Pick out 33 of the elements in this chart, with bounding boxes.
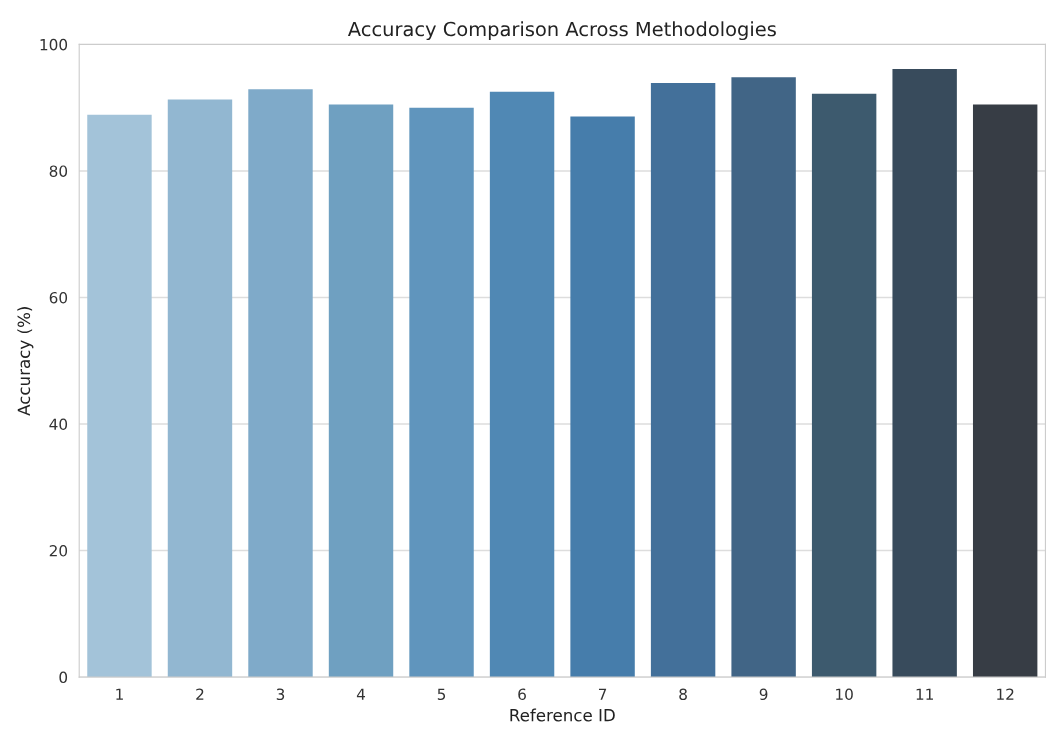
x-tick-label: 8 bbox=[679, 688, 687, 701]
bar bbox=[972, 104, 1038, 678]
x-tick-label: 5 bbox=[437, 688, 446, 701]
x-tick-label: 10 bbox=[836, 688, 853, 701]
y-tick-label: 100 bbox=[40, 38, 68, 51]
chart-title: Accuracy Comparison Across Methodologies bbox=[347, 21, 776, 41]
x-tick-label: 4 bbox=[356, 688, 366, 700]
bar bbox=[892, 69, 957, 678]
y-tick-label: 60 bbox=[49, 291, 68, 304]
y-tick-label: 20 bbox=[49, 545, 68, 557]
y-axis-title: Accuracy (%) bbox=[17, 307, 34, 416]
bar bbox=[650, 82, 716, 678]
x-axis-title: Reference ID bbox=[510, 708, 615, 722]
x-tick-label: 11 bbox=[916, 688, 933, 700]
y-tick-label: 0 bbox=[59, 671, 68, 684]
x-tick-label: 12 bbox=[997, 688, 1014, 700]
x-tick-label: 6 bbox=[518, 688, 526, 701]
x-tick-label: 1 bbox=[116, 688, 123, 700]
x-tick-label: 3 bbox=[276, 688, 285, 701]
bar bbox=[811, 93, 877, 678]
y-tick-label: 40 bbox=[49, 418, 68, 431]
bar bbox=[731, 77, 796, 678]
x-tick-label: 7 bbox=[598, 688, 607, 700]
y-tick-label: 80 bbox=[49, 165, 68, 177]
x-tick-label: 9 bbox=[759, 688, 768, 701]
bar bbox=[248, 89, 313, 678]
bar bbox=[570, 116, 635, 678]
bar bbox=[328, 104, 394, 678]
bar bbox=[409, 107, 474, 678]
x-tick-label: 2 bbox=[196, 688, 204, 700]
bar bbox=[87, 114, 152, 678]
bar bbox=[489, 91, 555, 678]
bar bbox=[167, 99, 233, 678]
